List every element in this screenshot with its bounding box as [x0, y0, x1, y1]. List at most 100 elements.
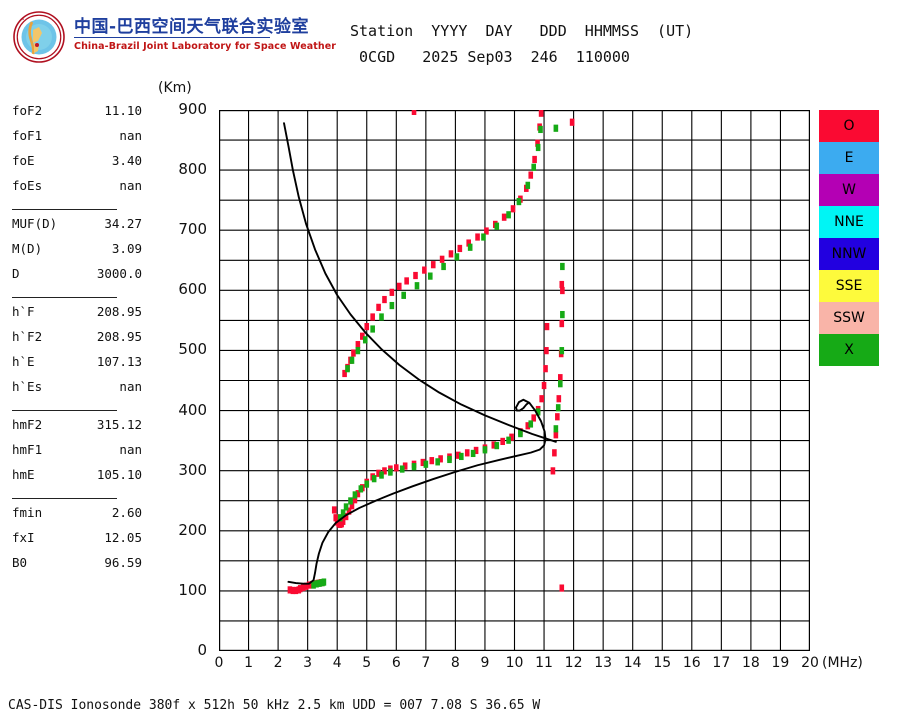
echo-pixel: [430, 261, 436, 269]
echo-pixel: [501, 213, 507, 221]
parameter-row: h`Es nan: [8, 379, 148, 404]
parameter-row: hmE 105.10: [8, 467, 148, 492]
legend-item-label: E: [844, 150, 854, 166]
parameter-value: 96.59: [104, 555, 142, 570]
parameter-row: hmF1 nan: [8, 442, 148, 467]
echo-pixel: [539, 395, 544, 403]
parameter-key: hmF2: [12, 417, 43, 432]
echo-pixel: [541, 381, 547, 390]
x-tick-label: 15: [653, 655, 672, 671]
echo-pixel: [401, 291, 406, 299]
legend-item-label: NNE: [834, 214, 864, 230]
echo-pixel: [555, 404, 561, 412]
parameter-value: 3.40: [111, 153, 142, 168]
echo-pixel: [538, 109, 544, 117]
echo-pixel: [346, 507, 352, 515]
x-tick-label: 0: [214, 655, 224, 671]
mode-legend: O E W NNE NNW SSE SSW X: [819, 110, 879, 366]
x-tick-label: 9: [480, 655, 490, 671]
legend-item-w[interactable]: W: [819, 174, 879, 206]
parameter-key: foF1: [12, 128, 43, 143]
parameter-row: h`F2 208.95: [8, 329, 148, 354]
legend-item-nne[interactable]: NNE: [819, 206, 879, 238]
legend-item-sse[interactable]: SSE: [819, 270, 879, 302]
echo-pixel: [559, 280, 565, 289]
echo-pixel: [317, 579, 322, 587]
legend-item-label: O: [843, 118, 855, 134]
parameter-divider: [8, 203, 148, 216]
echo-pixel: [435, 458, 440, 466]
parameter-value: 107.13: [96, 354, 142, 369]
echo-pixel: [370, 325, 375, 333]
legend-item-o[interactable]: O: [819, 110, 879, 142]
echo-pixel: [427, 272, 433, 280]
echo-pixel: [454, 253, 460, 261]
echo-pixel: [411, 463, 417, 471]
echo-pixel: [457, 244, 463, 253]
echo-pixel: [411, 107, 417, 115]
logo-divider: [74, 37, 270, 38]
echo-pixel: [535, 408, 541, 416]
echo-pixel: [558, 380, 563, 388]
y-tick-label: 400: [178, 400, 207, 419]
echo-pixel: [376, 469, 381, 477]
echo-pixel: [290, 586, 296, 595]
x-tick-label: 13: [594, 655, 613, 671]
parameter-value: 3000.0: [96, 266, 142, 281]
parameter-key: h`F: [12, 304, 35, 319]
y-tick-label: 0: [197, 641, 207, 659]
echo-pixel: [382, 467, 387, 475]
legend-item-label: X: [844, 342, 854, 358]
echo-pixel: [364, 480, 370, 488]
parameter-row: fmin 2.60: [8, 505, 148, 530]
echo-pixel: [389, 301, 395, 310]
echo-pixel: [535, 143, 541, 152]
echo-pixel: [297, 585, 303, 593]
parameter-key: foE: [12, 153, 35, 168]
echo-pixel: [475, 233, 480, 241]
svg-text:★: ★: [22, 18, 25, 21]
echo-pixel: [331, 506, 337, 514]
echo-pixel: [394, 464, 399, 472]
echo-pixel: [556, 395, 562, 403]
legend-item-x[interactable]: X: [819, 334, 879, 366]
parameter-row: B0 96.59: [8, 555, 148, 580]
parameter-divider: [8, 404, 148, 417]
echo-pixel: [448, 250, 454, 258]
legend-item-ssw[interactable]: SSW: [819, 302, 879, 334]
echo-pixel: [342, 369, 347, 378]
echo-pixel: [509, 433, 514, 441]
echo-pixel: [340, 517, 346, 525]
x-tick-label: 17: [712, 655, 731, 671]
echo-pixel: [528, 420, 534, 428]
echo-pixel: [379, 313, 384, 321]
echo-pixel: [538, 125, 543, 134]
y-tick-label: 700: [178, 220, 207, 239]
echo-pixel: [303, 582, 309, 590]
x-tick-label: 7: [421, 655, 431, 671]
x-tick-label: 5: [362, 655, 372, 671]
echo-pixel: [525, 422, 531, 430]
lab-title-cn: 中国-巴西空间天气联合实验室: [74, 17, 310, 37]
ionogram-plot: [218, 107, 811, 652]
echo-pixel: [402, 462, 408, 470]
parameter-key: D: [12, 266, 20, 281]
lab-branding: ★ 中国-巴西空间天气联合实验室 China-Brazil Joint Labo…: [8, 8, 336, 68]
legend-item-nnw[interactable]: NNW: [819, 238, 879, 270]
echo-pixel: [544, 323, 550, 331]
echo-pixel: [420, 458, 426, 467]
parameter-key: hmE: [12, 467, 35, 482]
x-tick-label: 14: [623, 655, 642, 671]
parameter-key: MUF(D): [12, 216, 58, 231]
parameter-key: M(D): [12, 241, 43, 256]
echo-pixel: [553, 124, 559, 132]
x-tick-label: 20: [801, 655, 819, 671]
echo-pixel: [355, 347, 361, 355]
parameter-value: 12.05: [104, 530, 142, 545]
legend-item-e[interactable]: E: [819, 142, 879, 174]
echo-pixel: [559, 584, 565, 592]
echo-pixel: [379, 471, 384, 479]
echo-pixel: [422, 266, 427, 274]
echo-pixel: [470, 449, 476, 458]
